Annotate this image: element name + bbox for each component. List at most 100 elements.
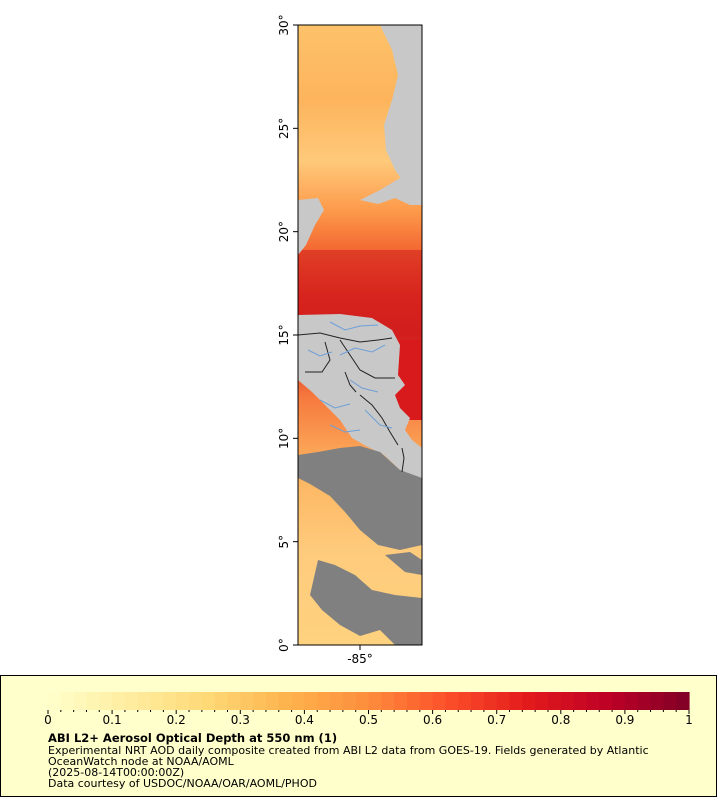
river-line [339, 344, 386, 356]
colorbar-tick-label: 0.7 [487, 713, 506, 727]
colorbar-cell [99, 692, 113, 710]
colorbar-tick-label: 0 [44, 713, 52, 727]
colorbar-cell [650, 692, 664, 710]
colorbar-cell [394, 692, 408, 710]
colorbar-cell [535, 692, 549, 710]
colorbar-cell [573, 692, 588, 710]
caption-description: Experimental NRT AOD daily composite cre… [48, 744, 649, 757]
river-line [329, 321, 379, 331]
colorbar-cell [406, 692, 421, 710]
rivers [307, 321, 393, 433]
colorbar-cell [227, 692, 241, 710]
colorbar-tick-label: 0.6 [423, 713, 442, 727]
lat-tick-label: 15° [277, 324, 291, 345]
colorbar-tick-label: 0.8 [551, 713, 570, 727]
river-line [364, 409, 393, 429]
colorbar-cells [48, 692, 690, 710]
colorbar-cell [471, 692, 485, 710]
land-mexico-coast [298, 198, 324, 255]
colorbar-cell [317, 692, 331, 710]
lat-tick-label: 30° [277, 14, 291, 35]
border-line [339, 339, 395, 379]
no-data-region-south [310, 560, 422, 645]
country-borders [298, 332, 405, 473]
colorbar-cell [304, 692, 318, 710]
colorbar-cell [214, 692, 229, 710]
colorbar-cell [189, 692, 203, 710]
border-line [298, 332, 393, 343]
colorbar-cell [522, 692, 536, 710]
colorbar-cell [201, 692, 216, 710]
river-line [349, 379, 379, 393]
colorbar-tick-label: 0.4 [295, 713, 314, 727]
colorbar-cell [163, 692, 177, 710]
colorbar-cell [368, 692, 382, 710]
colorbar-cell [150, 692, 164, 710]
colorbar-tick-label: 1 [685, 713, 693, 727]
border-line [305, 341, 331, 373]
land-yucatan-peninsula [380, 25, 422, 190]
legend-panel: 0 0.1 0.2 0.3 0.4 0.5 0.6 0.7 0.8 0.9 1 ABI L2+ Ae… [0, 675, 717, 797]
map-area: 0° 5° 10° 15° 20° 25° 30° -85° [277, 14, 423, 666]
lat-tick-label: 0° [277, 638, 291, 652]
colorbar-cell [419, 692, 434, 710]
colorbar-cell [381, 692, 395, 710]
caption-credit: Data courtesy of USDOC/NOAA/OAR/AOML/PHO… [48, 777, 317, 790]
lat-tick-label: 25° [277, 118, 291, 139]
river-line [319, 399, 351, 409]
longitude-axis: -85° [347, 645, 373, 666]
colorbar-tick-label: 0.3 [231, 713, 250, 727]
latitude-axis: 0° 5° 10° 15° 20° 25° 30° [277, 14, 298, 652]
colorbar-cell [496, 692, 511, 710]
colorbar-cell [355, 692, 370, 710]
colorbar-cell [330, 692, 344, 710]
colorbar-cell [432, 692, 447, 710]
border-line [401, 447, 405, 473]
colorbar-cell [612, 692, 626, 710]
lat-tick-label: 20° [277, 221, 291, 242]
caption-title: ABI L2+ Aerosol Optical Depth at 550 nm … [48, 731, 338, 745]
colorbar-cell [445, 692, 459, 710]
colorbar-cell [86, 692, 100, 710]
colorbar-cell [458, 692, 472, 710]
colorbar-cell [342, 692, 357, 710]
colorbar-cell [112, 692, 126, 710]
colorbar-cell [137, 692, 152, 710]
lat-tick-label: 5° [277, 535, 291, 549]
border-line [344, 371, 357, 393]
colorbar-cell [73, 692, 88, 710]
colorbar-cell [60, 692, 75, 710]
no-data-region-pacific [298, 446, 422, 550]
lat-tick-label: 10° [277, 428, 291, 449]
colorbar-cell [560, 692, 575, 710]
lon-tick-label: -85° [347, 652, 373, 666]
colorbar-cell [509, 692, 523, 710]
colorbar-cell [48, 692, 62, 710]
colorbar-cell [253, 692, 267, 710]
river-line [307, 349, 333, 357]
colorbar-cell [240, 692, 254, 710]
border-line [359, 394, 399, 446]
colorbar-cell [637, 692, 652, 710]
colorbar-cell [599, 692, 613, 710]
colorbar-tick-label: 0.5 [359, 713, 378, 727]
colorbar-cell [483, 692, 498, 710]
land-cuba-west [360, 168, 422, 205]
colorbar: 0 0.1 0.2 0.3 0.4 0.5 0.6 0.7 0.8 0.9 1 [44, 692, 693, 727]
caption-timestamp: (2025-08-14T00:00:00Z) [48, 766, 185, 779]
colorbar-cell [278, 692, 293, 710]
colorbar-tick-label: 0.1 [103, 713, 122, 727]
colorbar-cell [176, 692, 190, 710]
colorbar-cell [586, 692, 600, 710]
colorbar-cell [663, 692, 677, 710]
aod-map: 0° 5° 10° 15° 20° 25° 30° -85° [277, 14, 423, 666]
no-data-patch-small [385, 552, 422, 575]
colorbar-cell [291, 692, 305, 710]
colorbar-cell [265, 692, 280, 710]
colorbar-tick-label: 0.9 [615, 713, 634, 727]
colorbar-tick-label: 0.2 [167, 713, 186, 727]
colorbar-cell [676, 692, 690, 710]
colorbar-cell [547, 692, 562, 710]
river-line [329, 424, 361, 433]
caption-description-cont: OceanWatch node at NOAA/AOML [48, 755, 234, 768]
